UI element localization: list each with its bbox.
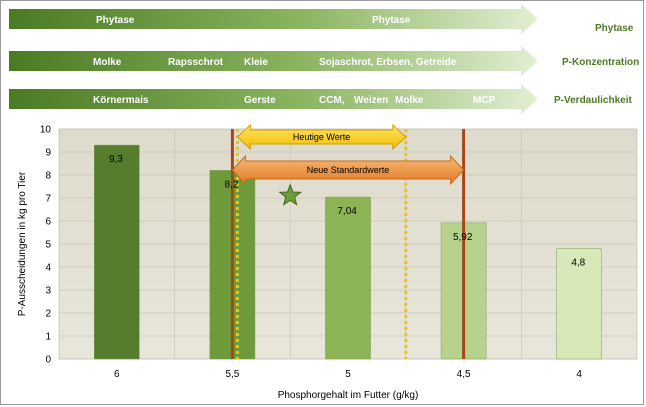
p-verdaulichkeit-tag: P-Verdaulichkeit <box>554 95 632 106</box>
x-tick-label: 5,5 <box>225 369 239 380</box>
feed-rapsschrot-label: Rapsschrot <box>168 57 224 68</box>
feed-molke2-label: Molke <box>395 95 424 106</box>
y-tick-label: 4 <box>45 263 51 274</box>
x-tick-labels: 6 5,5 5 4,5 4 <box>114 369 582 380</box>
x-tick-label: 6 <box>114 369 120 380</box>
phytase-label-left: Phytase <box>96 15 135 26</box>
current-range-arrow <box>236 123 407 151</box>
phytase-tag: Phytase <box>595 23 634 34</box>
bar-value-labels: 9,3 8,2 7,04 5,92 4,8 <box>109 154 586 269</box>
x-tick-label: 5 <box>345 369 351 380</box>
phytase-arrow-shape <box>9 4 538 34</box>
star-icon <box>278 183 303 206</box>
y-tick-labels: 0 1 2 3 4 5 6 7 8 9 10 <box>40 125 52 366</box>
bar-value-label: 5,92 <box>453 232 473 243</box>
bar-value-label: 4,8 <box>571 258 585 269</box>
bars <box>94 144 602 360</box>
y-tick-label: 3 <box>45 286 51 297</box>
y-axis-title: P-Ausscheidungen in kg pro Tier <box>17 171 28 316</box>
p-konzentration-arrow: Molke Rapsschrot Kleie Sojaschrot, Erbse… <box>9 46 639 76</box>
y-tick-label: 0 <box>45 355 51 366</box>
bar-value-label: 7,04 <box>337 206 357 217</box>
x-axis-title: Phosphorgehalt im Futter (g/kg) <box>278 390 419 401</box>
y-tick-label: 9 <box>45 148 51 159</box>
y-tick-label: 8 <box>45 171 51 182</box>
feed-gerste-label: Gerste <box>244 95 276 106</box>
y-tick-label: 1 <box>45 332 51 343</box>
new-standard-range-label: Neue Standardwerte <box>307 165 390 175</box>
bar-value-label: 9,3 <box>109 154 123 165</box>
bar-value-label: 8,2 <box>225 179 239 190</box>
x-tick-label: 4,5 <box>457 369 471 380</box>
bar <box>94 144 140 360</box>
feed-molke-label: Molke <box>93 57 122 68</box>
phytase-label-right: Phytase <box>372 15 411 26</box>
feed-mcp-label: MCP <box>473 95 496 106</box>
y-tick-label: 6 <box>45 217 51 228</box>
p-verdaulichkeit-arrow-shape <box>9 84 538 114</box>
feed-weizen-label: Weizen <box>354 95 388 106</box>
feed-kleie-label: Kleie <box>244 57 268 68</box>
bar <box>325 196 371 360</box>
feed-koernermais-label: Körnermais <box>93 95 149 106</box>
bar <box>556 248 602 360</box>
y-tick-label: 7 <box>45 194 51 205</box>
current-range-label: Heutige Werte <box>293 132 350 142</box>
phytase-arrow: Phytase Phytase Phytase <box>9 4 634 34</box>
p-konzentration-arrow-shape <box>9 46 538 76</box>
y-tick-label: 2 <box>45 309 51 320</box>
feed-ccm-label: CCM, <box>319 95 345 106</box>
p-verdaulichkeit-arrow: Körnermais Gerste CCM, Weizen Molke MCP … <box>9 84 632 114</box>
annotation-overlay: Heutige Werte Neue Standardwerte <box>230 123 466 359</box>
x-tick-label: 4 <box>576 369 582 380</box>
y-tick-label: 10 <box>40 125 52 136</box>
p-konzentration-tag: P-Konzentration <box>562 57 639 68</box>
y-tick-label: 5 <box>45 240 51 251</box>
feed-soja-label: Sojaschrot, Erbsen, Getreide <box>319 57 457 68</box>
new-standard-range-arrow <box>231 154 465 186</box>
